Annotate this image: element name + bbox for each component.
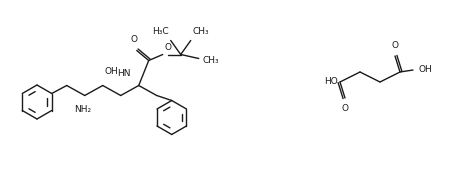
Text: CH₃: CH₃ xyxy=(193,26,210,36)
Text: O: O xyxy=(165,44,172,52)
Text: OH: OH xyxy=(418,66,432,74)
Text: H₃C: H₃C xyxy=(152,26,169,36)
Text: O: O xyxy=(392,41,398,50)
Text: OH: OH xyxy=(105,67,118,77)
Text: HN: HN xyxy=(117,70,131,78)
Text: O: O xyxy=(342,104,349,113)
Text: NH₂: NH₂ xyxy=(74,105,91,113)
Text: O: O xyxy=(130,36,137,44)
Text: CH₃: CH₃ xyxy=(203,56,219,65)
Text: HO: HO xyxy=(324,78,338,86)
